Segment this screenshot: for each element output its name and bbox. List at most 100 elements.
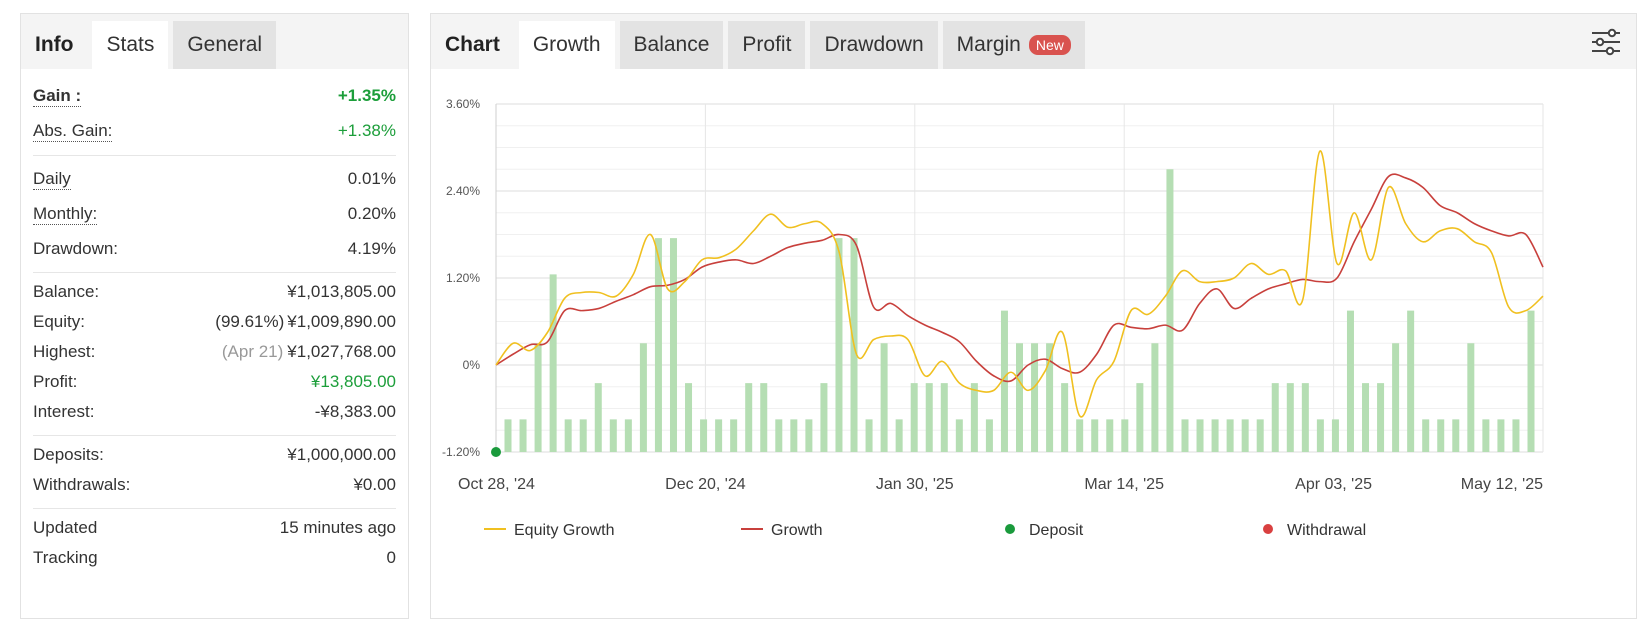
bar — [1211, 419, 1219, 452]
updated-row: Updated 15 minutes ago — [33, 513, 396, 543]
daily-value: 0.01% — [347, 169, 396, 188]
bar — [1121, 419, 1129, 452]
profit-row: Profit: ¥13,805.00 — [33, 367, 396, 397]
bar — [1422, 419, 1430, 452]
x-tick-label: Oct 28, '24 — [458, 476, 535, 493]
bar — [624, 419, 632, 452]
equity-value: ¥1,009,890.00 — [287, 312, 396, 331]
bar — [1316, 419, 1324, 452]
tab-margin[interactable]: Margin New — [942, 21, 1085, 69]
bar — [715, 419, 723, 452]
tab-chart[interactable]: Chart — [445, 33, 500, 56]
y-tick-label: 2.40% — [446, 184, 480, 198]
bar — [504, 419, 512, 452]
equity-label: Equity: — [33, 312, 85, 331]
bar — [594, 383, 602, 452]
abs-gain-label[interactable]: Abs. Gain: — [33, 120, 113, 142]
bar — [579, 419, 587, 452]
interest-value: -¥8,383.00 — [314, 402, 396, 421]
bar — [1497, 419, 1505, 452]
equity-percent: (99.61%) — [215, 312, 285, 331]
bar — [820, 383, 828, 452]
bar — [760, 383, 768, 452]
bar — [1031, 343, 1039, 452]
bar — [895, 419, 903, 452]
bar — [1482, 419, 1490, 452]
bar — [1437, 419, 1445, 452]
bar — [790, 419, 798, 452]
updated-label: Updated — [33, 518, 98, 537]
monthly-value: 0.20% — [347, 204, 396, 223]
tab-stats[interactable]: Stats — [92, 21, 169, 69]
bar — [1407, 310, 1415, 452]
stats-panel: Info Stats General Gain : +1.35% Abs. Ga… — [20, 13, 409, 619]
withdrawals-value: ¥0.00 — [353, 475, 396, 494]
withdrawals-label: Withdrawals: — [33, 475, 131, 494]
bar — [955, 419, 963, 452]
bar — [775, 419, 783, 452]
bar — [639, 343, 647, 452]
gain-label[interactable]: Gain : — [33, 85, 82, 107]
daily-label[interactable]: Daily — [33, 168, 71, 190]
highest-value: ¥1,027,768.00 — [287, 342, 396, 361]
bar — [1241, 419, 1249, 452]
stats-list: Gain : +1.35% Abs. Gain: +1.38% Daily 0.… — [33, 78, 396, 573]
bar — [1362, 383, 1370, 452]
bar — [730, 419, 738, 452]
bar — [609, 419, 617, 452]
tab-drawdown[interactable]: Drawdown — [810, 21, 938, 69]
tracking-value: 0 — [386, 548, 396, 567]
deposit-point — [491, 447, 501, 457]
profit-label: Profit: — [33, 372, 78, 391]
bar — [685, 383, 693, 452]
monthly-row: Monthly: 0.20% — [33, 196, 396, 232]
bar — [1091, 419, 1099, 452]
bar — [1076, 419, 1084, 452]
updated-value: 15 minutes ago — [279, 518, 396, 537]
bar — [1512, 419, 1520, 452]
bar — [1286, 383, 1294, 452]
bar — [865, 419, 873, 452]
bar — [1061, 383, 1069, 452]
y-tick-label: -1.20% — [442, 445, 480, 459]
bar — [1527, 310, 1535, 452]
tab-info[interactable]: Info — [35, 33, 74, 56]
bar — [805, 419, 813, 452]
equity-growth-line — [495, 150, 1544, 418]
bar — [910, 383, 918, 452]
bar — [1196, 419, 1204, 452]
tab-profit[interactable]: Profit — [728, 21, 806, 69]
tab-general[interactable]: General — [173, 21, 277, 69]
bar — [1271, 383, 1279, 452]
withdrawals-row: Withdrawals: ¥0.00 — [33, 470, 396, 500]
y-tick-label: 0% — [463, 358, 481, 372]
x-tick-label: May 12, '25 — [1461, 476, 1543, 493]
y-tick-label: 1.20% — [446, 271, 480, 285]
chart-settings-icon[interactable] — [1590, 28, 1622, 56]
bar — [1016, 343, 1023, 452]
bar — [1151, 343, 1159, 452]
deposits-label: Deposits: — [33, 445, 104, 464]
bar — [1136, 383, 1144, 452]
highest-label: Highest: — [33, 342, 96, 361]
drawdown-label: Drawdown: — [33, 239, 119, 258]
equity-row: Equity: (99.61%) ¥1,009,890.00 — [33, 307, 396, 337]
drawdown-value: 4.19% — [347, 239, 396, 258]
tab-balance[interactable]: Balance — [619, 21, 724, 69]
tab-margin-label: Margin — [956, 33, 1021, 56]
new-badge: New — [1028, 35, 1071, 55]
highest-date: (Apr 21) — [221, 342, 284, 361]
bar — [985, 419, 993, 452]
bar — [1331, 419, 1339, 452]
interest-row: Interest: -¥8,383.00 — [33, 397, 396, 427]
divider — [33, 155, 396, 156]
drawdown-row: Drawdown: 4.19% — [33, 232, 396, 266]
monthly-label[interactable]: Monthly: — [33, 203, 98, 225]
chart-panel: Chart Growth Balance Profit Drawdown Mar… — [430, 13, 1637, 619]
bar — [564, 419, 572, 452]
bar — [1301, 383, 1309, 452]
x-tick-label: Apr 03, '25 — [1295, 476, 1372, 493]
tab-growth[interactable]: Growth — [518, 21, 615, 69]
y-tick-label: 3.60% — [446, 97, 480, 111]
gain-value: +1.35% — [337, 86, 396, 105]
